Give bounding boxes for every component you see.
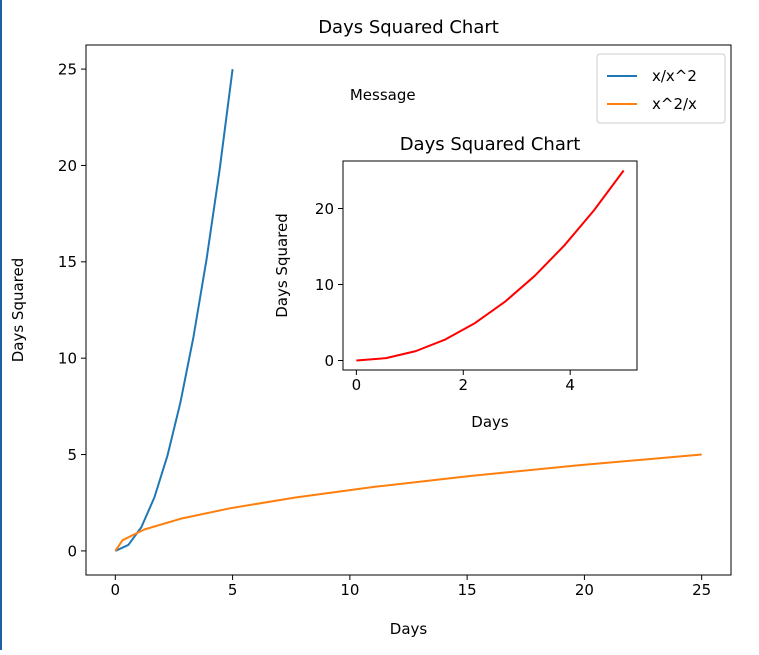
- x-tick-label: 4: [565, 376, 575, 394]
- series-line-1: [356, 169, 625, 362]
- y-axis-label: Days Squared: [9, 258, 27, 363]
- x-axis-label: Days: [390, 620, 428, 638]
- y-tick-label: 20: [58, 157, 77, 175]
- y-tick-label: 20: [315, 200, 334, 218]
- x-tick-label: 20: [575, 581, 594, 599]
- series-line-2: [114, 453, 702, 552]
- legend: x/x^2 x^2/x: [596, 53, 726, 124]
- x-tick-label: 0: [352, 376, 362, 394]
- x-tick-label: 0: [111, 581, 121, 599]
- x-tick-label: 10: [340, 581, 359, 599]
- y-tick-label: 10: [58, 350, 77, 368]
- x-tick-label: 25: [692, 581, 711, 599]
- chart-title: Days Squared Chart: [318, 17, 499, 38]
- y-tick-label: 15: [58, 253, 77, 271]
- y-tick-label: 0: [324, 352, 334, 370]
- y-tick-label: 25: [58, 60, 77, 78]
- inset-chart: 0 2 4 0 10 20 Days Squared Chart Days Days Squar…: [273, 134, 638, 431]
- window-edge: [0, 0, 2, 650]
- chart-title: Days Squared Chart: [400, 134, 581, 155]
- series-line-1: [114, 68, 234, 552]
- y-axis-label: Days Squared: [273, 213, 291, 318]
- y-tick-label: 0: [67, 542, 77, 560]
- x-axis-label: Days: [471, 413, 509, 431]
- x-tick-label: 5: [228, 581, 238, 599]
- legend-label: x^2/x: [652, 95, 697, 113]
- y-tick-label: 10: [315, 276, 334, 294]
- annotation-text: Message: [350, 86, 416, 104]
- plot-frame: [342, 160, 638, 371]
- legend-label: x/x^2: [652, 67, 697, 85]
- y-tick-label: 5: [67, 446, 77, 464]
- x-tick-label: 15: [458, 581, 477, 599]
- legend-frame: [596, 53, 726, 124]
- x-tick-label: 2: [458, 376, 468, 394]
